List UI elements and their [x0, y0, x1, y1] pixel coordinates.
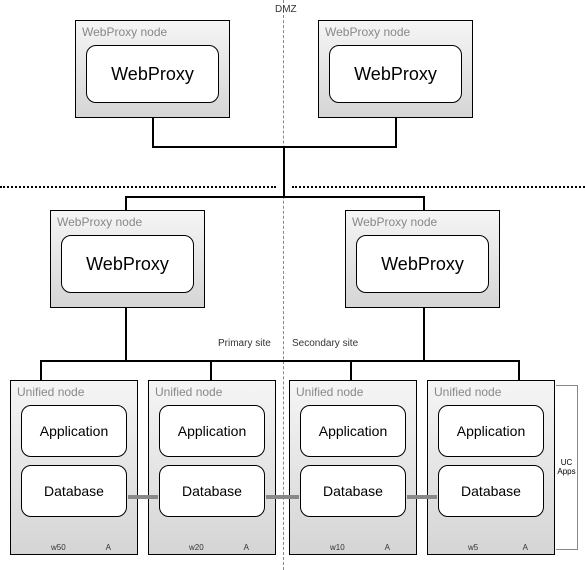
- connector-line: [283, 146, 285, 186]
- site-webproxy-left: WebProxy node WebProxy: [50, 210, 205, 308]
- unified-node-3: Unified node Application Database w10 A: [289, 380, 417, 555]
- database-box: Database: [438, 465, 544, 517]
- node-title: Unified node: [290, 381, 416, 401]
- database-box: Database: [300, 465, 406, 517]
- unified-node-2: Unified node Application Database w20 A: [148, 380, 276, 555]
- dmz-webproxy-right: WebProxy node WebProxy: [318, 20, 473, 118]
- unified-node-1: Unified node Application Database w50 A: [10, 380, 138, 555]
- connector-line: [423, 196, 425, 210]
- dotted-divider-left: [0, 186, 276, 188]
- webproxy-box: WebProxy: [86, 45, 219, 103]
- db-connector: [128, 495, 158, 499]
- footer-w: w50: [51, 543, 66, 552]
- secondary-label: Secondary site: [292, 338, 358, 349]
- connector-line: [210, 360, 212, 380]
- footer-a: A: [523, 543, 528, 552]
- node-title: Unified node: [428, 381, 554, 401]
- center-divider: [283, 0, 284, 570]
- connector-line: [350, 360, 352, 380]
- footer-a: A: [106, 543, 111, 552]
- connector-line: [125, 196, 425, 198]
- application-box: Application: [300, 405, 406, 457]
- uc-apps-sidebar: UC Apps: [556, 385, 578, 550]
- connector-line: [152, 118, 154, 148]
- node-title: WebProxy node: [319, 21, 472, 41]
- database-box: Database: [21, 465, 127, 517]
- node-title: WebProxy node: [346, 211, 499, 231]
- primary-label: Primary site: [218, 338, 271, 349]
- webproxy-box: WebProxy: [61, 235, 194, 293]
- webproxy-box: WebProxy: [356, 235, 489, 293]
- site-webproxy-right: WebProxy node WebProxy: [345, 210, 500, 308]
- connector-line: [40, 360, 520, 362]
- connector-line: [125, 308, 127, 360]
- dmz-webproxy-left: WebProxy node WebProxy: [75, 20, 230, 118]
- footer-w: w10: [330, 543, 345, 552]
- application-box: Application: [21, 405, 127, 457]
- footer-w: w5: [468, 543, 478, 552]
- application-box: Application: [438, 405, 544, 457]
- connector-line: [423, 308, 425, 360]
- webproxy-box: WebProxy: [329, 45, 462, 103]
- db-connector: [407, 495, 437, 499]
- application-box: Application: [159, 405, 265, 457]
- dotted-divider-right: [292, 186, 585, 188]
- node-title: WebProxy node: [51, 211, 204, 231]
- uc-apps-label: UC Apps: [556, 459, 577, 477]
- connector-line: [152, 146, 397, 148]
- footer-w: w20: [189, 543, 204, 552]
- footer-a: A: [385, 543, 390, 552]
- dmz-label: DMZ: [275, 4, 297, 15]
- unified-node-4: Unified node Application Database w5 A: [427, 380, 555, 555]
- node-title: WebProxy node: [76, 21, 229, 41]
- connector-line: [40, 360, 42, 380]
- node-title: Unified node: [149, 381, 275, 401]
- connector-line: [395, 118, 397, 148]
- connector-line: [518, 360, 520, 380]
- connector-line: [283, 186, 285, 196]
- node-title: Unified node: [11, 381, 137, 401]
- database-box: Database: [159, 465, 265, 517]
- footer-a: A: [244, 543, 249, 552]
- connector-line: [125, 196, 127, 210]
- db-connector: [266, 495, 299, 499]
